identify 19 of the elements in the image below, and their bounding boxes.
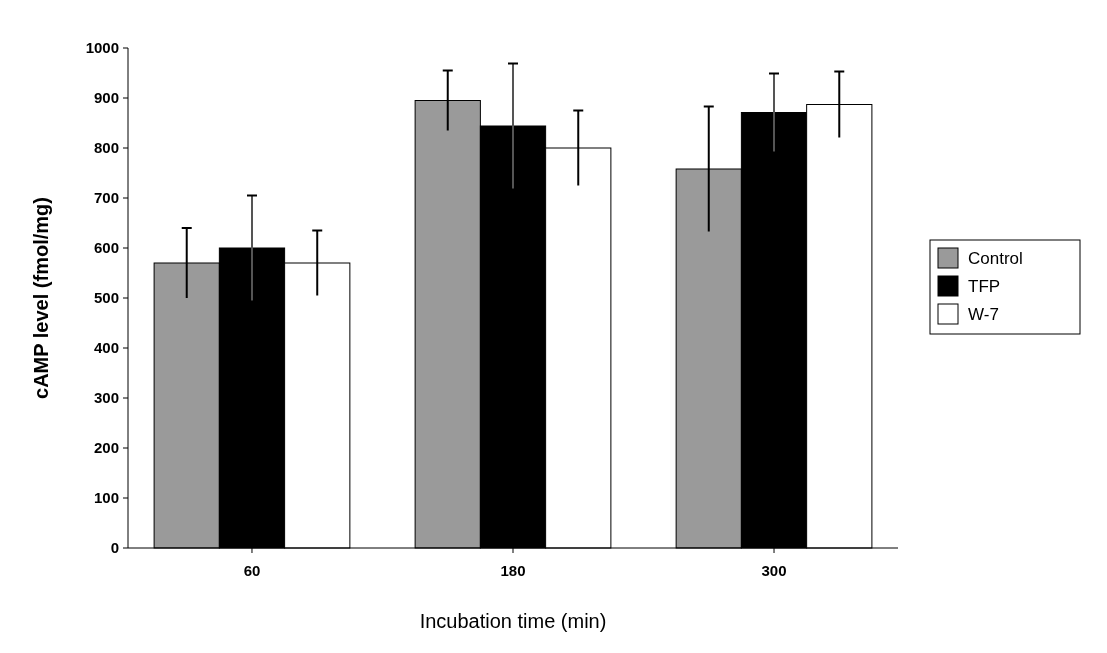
y-tick-label: 100 xyxy=(93,489,119,507)
legend-label: TFP xyxy=(968,276,1001,296)
y-tick-label: 1000 xyxy=(85,39,119,57)
y-tick-label: 700 xyxy=(93,189,119,207)
y-tick-label: 500 xyxy=(93,289,119,307)
y-tick-label: 0 xyxy=(110,539,119,557)
y-tick-label: 300 xyxy=(93,389,119,407)
y-tick-label: 600 xyxy=(93,239,119,257)
x-tick-label: 180 xyxy=(500,562,526,579)
legend-label: W-7 xyxy=(968,304,999,324)
x-tick-label: 300 xyxy=(761,562,787,579)
y-axis-title: cAMP level (fmol/mg) xyxy=(30,197,52,399)
y-tick-label: 200 xyxy=(93,439,119,457)
y-tick-label: 900 xyxy=(93,89,119,107)
y-tick-label: 800 xyxy=(93,139,119,157)
legend-label: Control xyxy=(968,248,1023,268)
x-axis-title: Incubation time (min) xyxy=(419,610,607,632)
x-tick-label: 60 xyxy=(243,562,261,579)
y-tick-label: 400 xyxy=(93,339,119,357)
